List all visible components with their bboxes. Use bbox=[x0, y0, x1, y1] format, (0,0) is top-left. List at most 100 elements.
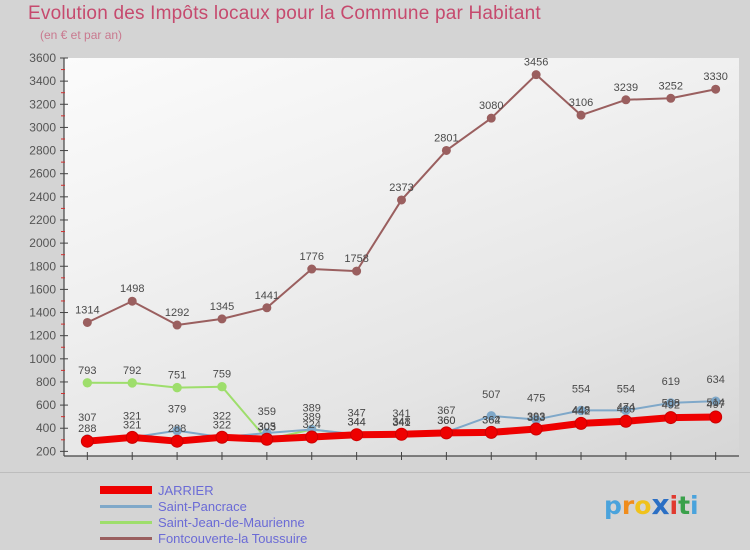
data-label: 3252 bbox=[659, 80, 683, 92]
data-label: 1292 bbox=[165, 307, 189, 319]
data-label: 1314 bbox=[75, 304, 99, 316]
data-label: 321 bbox=[123, 410, 141, 422]
x-axis-tick-label: 2011 bbox=[568, 464, 594, 465]
data-label: 759 bbox=[213, 369, 231, 381]
x-axis-tick-label: 2000 bbox=[74, 464, 101, 465]
data-label: 324 bbox=[303, 419, 321, 431]
x-axis-tick-label: 2010 bbox=[523, 464, 550, 465]
data-point bbox=[486, 113, 496, 123]
data-point bbox=[484, 425, 498, 439]
legend-label: JARRIER bbox=[158, 482, 214, 498]
x-axis-tick-label: 2009 bbox=[478, 464, 505, 465]
data-point bbox=[621, 405, 631, 416]
logo-letter: i bbox=[690, 491, 699, 520]
data-label: 341 bbox=[392, 417, 410, 429]
y-axis-tick-label: 1800 bbox=[29, 259, 56, 273]
data-point bbox=[127, 296, 137, 306]
data-point bbox=[125, 430, 139, 444]
y-axis-tick-label: 600 bbox=[36, 398, 56, 412]
logo-letter: x bbox=[651, 488, 670, 521]
data-point bbox=[709, 410, 723, 424]
legend-item[interactable]: Saint-Pancrace bbox=[60, 498, 460, 514]
data-point bbox=[215, 430, 229, 444]
data-label: 288 bbox=[168, 423, 186, 435]
data-label: 460 bbox=[617, 403, 635, 415]
legend-item[interactable]: Fontcouverte-la Toussuire bbox=[60, 530, 460, 546]
data-label: 393 bbox=[527, 411, 545, 423]
data-label: 619 bbox=[662, 376, 680, 388]
x-axis-tick-label: 2013 bbox=[657, 464, 684, 465]
data-label: 2801 bbox=[434, 132, 458, 144]
data-label: 497 bbox=[706, 399, 724, 411]
data-label: 359 bbox=[258, 406, 276, 418]
logo-letter: o bbox=[634, 491, 652, 520]
data-point bbox=[666, 398, 676, 408]
data-label: 389 bbox=[303, 412, 321, 424]
legend-label: Saint-Jean-de-Maurienne bbox=[158, 514, 305, 530]
data-point bbox=[619, 414, 633, 428]
data-label: 1441 bbox=[255, 290, 279, 302]
legend-label: Saint-Pancrace bbox=[158, 498, 247, 514]
data-point bbox=[529, 422, 543, 436]
data-label: 554 bbox=[572, 383, 590, 395]
chart-legend: JARRIER Saint-Pancrace Saint-Jean-de-Mauri… bbox=[60, 482, 460, 546]
data-label: 341 bbox=[392, 408, 410, 420]
line-chart: 200 400 600 800 1000 1200 1400 1600 1800 2000 2200… bbox=[29, 51, 739, 465]
data-label: 307 bbox=[78, 412, 96, 424]
data-point bbox=[576, 405, 586, 416]
data-label: 347 bbox=[347, 407, 365, 419]
data-point bbox=[395, 427, 408, 441]
y-axis-tick-label: 2600 bbox=[29, 167, 56, 181]
data-label: 507 bbox=[482, 389, 500, 401]
legend-item[interactable]: Saint-Jean-de-Maurienne bbox=[60, 514, 460, 530]
y-axis-tick-label: 400 bbox=[36, 421, 56, 435]
y-axis-tick-label: 1200 bbox=[29, 329, 56, 343]
data-point bbox=[80, 434, 94, 448]
y-axis-tick-label: 2000 bbox=[29, 236, 56, 250]
data-label: 3330 bbox=[703, 71, 727, 83]
data-point bbox=[82, 378, 93, 388]
logo-letter: r bbox=[621, 491, 635, 520]
data-point bbox=[307, 264, 317, 274]
data-point bbox=[217, 314, 227, 324]
data-label: 3080 bbox=[479, 100, 503, 112]
data-point bbox=[127, 378, 137, 388]
y-axis-tick-label: 800 bbox=[36, 375, 56, 389]
legend-item[interactable]: JARRIER bbox=[60, 482, 460, 498]
data-label: 508 bbox=[662, 398, 680, 410]
legend-swatch bbox=[100, 520, 152, 524]
data-label: 360 bbox=[437, 415, 455, 427]
data-label: 514 bbox=[706, 397, 724, 409]
y-axis-tick-label: 3000 bbox=[29, 120, 56, 134]
data-label: 1776 bbox=[299, 251, 323, 263]
data-label: 554 bbox=[617, 383, 635, 395]
data-label: 321 bbox=[123, 419, 141, 431]
data-point bbox=[217, 381, 227, 392]
data-point bbox=[172, 382, 182, 393]
data-label: 3239 bbox=[614, 82, 638, 94]
divider bbox=[0, 472, 750, 473]
y-axis-tick-label: 3200 bbox=[29, 97, 56, 111]
data-point bbox=[397, 195, 406, 205]
y-axis-tick-label: 1000 bbox=[29, 352, 56, 366]
data-label: 348 bbox=[392, 416, 410, 428]
data-label: 1345 bbox=[210, 301, 234, 313]
legend-swatch bbox=[100, 536, 152, 540]
data-label: 448 bbox=[572, 405, 590, 417]
data-point bbox=[439, 426, 453, 440]
page-title: Evolution des Impôts locaux pour la Comm… bbox=[28, 3, 541, 24]
data-point bbox=[260, 432, 274, 446]
data-label: 492 bbox=[662, 400, 680, 412]
logo-letter: p bbox=[604, 491, 622, 520]
y-axis-tick-label: 200 bbox=[36, 444, 56, 458]
data-label: 751 bbox=[168, 370, 186, 382]
data-label: 634 bbox=[706, 374, 724, 386]
data-point bbox=[621, 95, 631, 105]
proxiti-logo: proxiti bbox=[604, 488, 699, 521]
data-point bbox=[531, 70, 541, 80]
data-label: 383 bbox=[527, 412, 545, 424]
data-label: 305 bbox=[258, 421, 276, 433]
data-label: 344 bbox=[347, 417, 365, 429]
